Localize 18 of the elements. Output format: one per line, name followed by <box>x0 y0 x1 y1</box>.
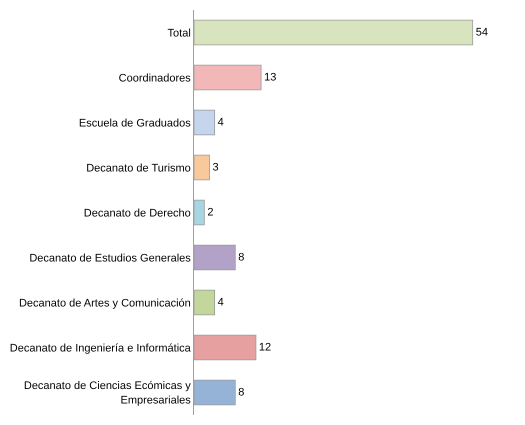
y-tick-label: Decanato de Derecho <box>84 207 191 220</box>
y-tick-label: Total <box>168 27 191 40</box>
data-label: 8 <box>238 386 244 399</box>
data-label: 4 <box>218 116 224 129</box>
y-tick-label: Escuela de Graduados <box>78 117 192 130</box>
data-label: 3 <box>212 162 219 174</box>
data-label: 2 <box>207 206 214 219</box>
data-label: 13 <box>264 72 276 84</box>
data-label: 4 <box>218 296 224 309</box>
data-label: 54 <box>476 26 488 38</box>
y-tick-label: Decanato de Ingeniería e Informática <box>10 342 192 354</box>
y-tick-label: Decanato de Estudios Generales <box>29 252 192 264</box>
data-label: 12 <box>258 342 272 354</box>
data-label: 8 <box>238 252 244 264</box>
y-tick-label: Decanato de Turismo <box>86 162 191 174</box>
y-tick-label: Decanato de Artes y Comunicación <box>18 297 191 310</box>
y-tick-label: Coordinadores <box>118 72 192 84</box>
y-tick-label: Decanato de Ciencias Ecómicas y Empresariales <box>24 380 192 406</box>
